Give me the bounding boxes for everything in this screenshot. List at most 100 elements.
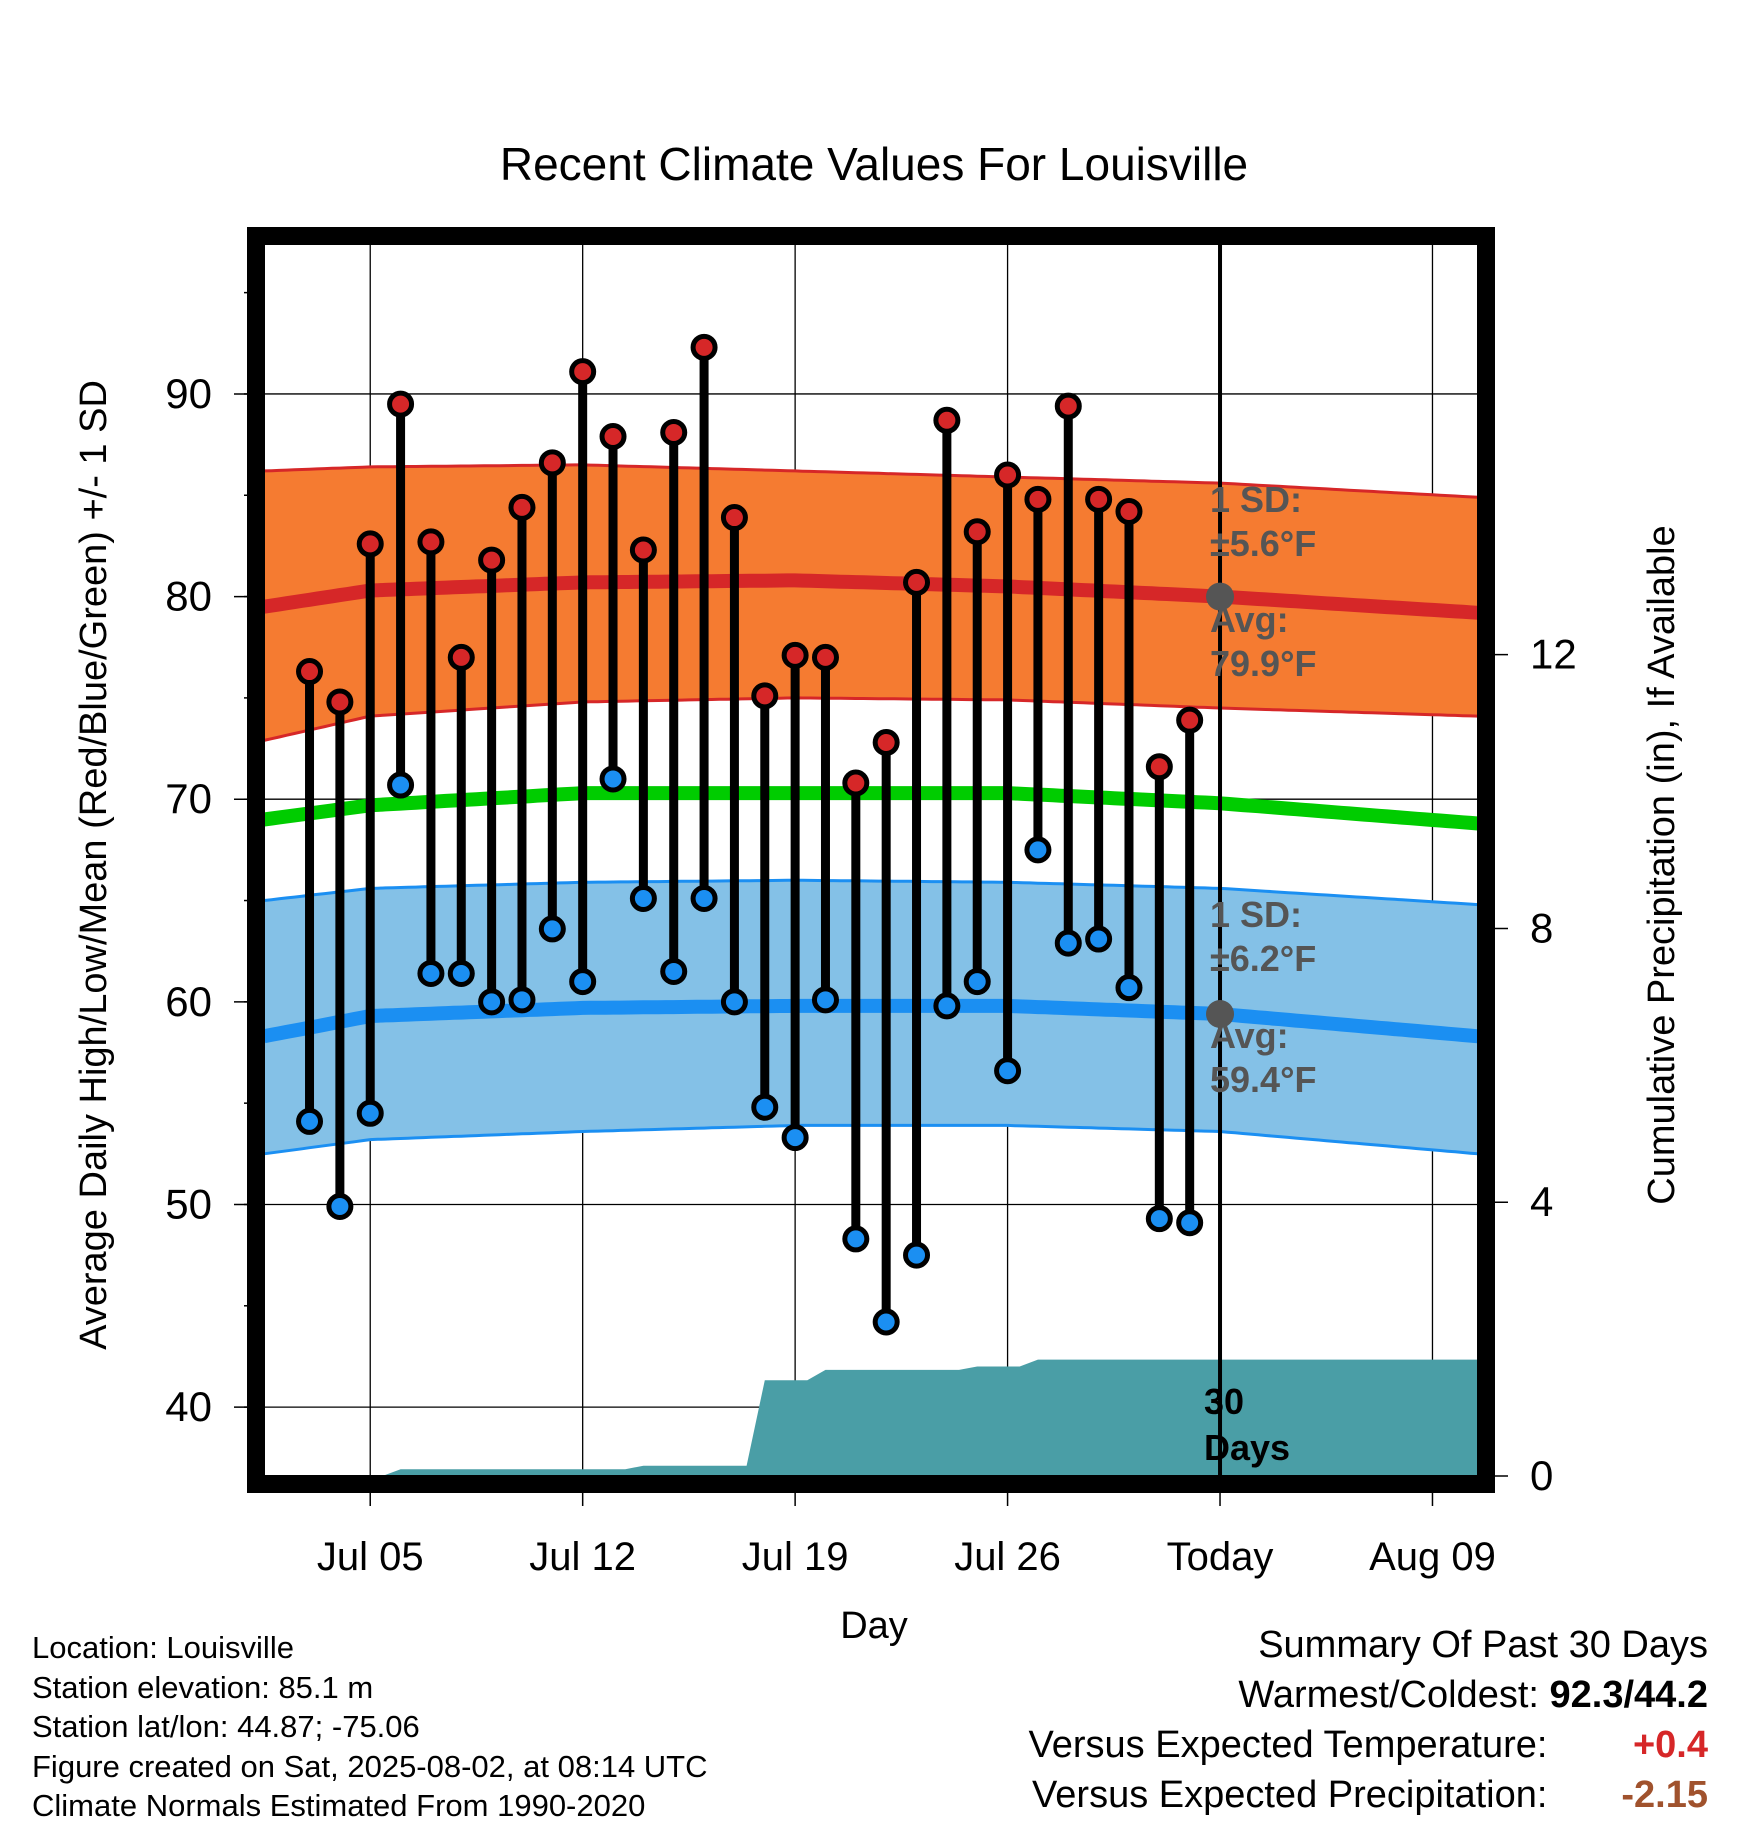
- low-point: [447, 959, 475, 987]
- x-tick-label: Today: [1167, 1535, 1274, 1579]
- low-point: [629, 885, 657, 912]
- low-point: [842, 1225, 870, 1253]
- plot-area: [262, 244, 1479, 1476]
- low-point: [1024, 836, 1052, 864]
- high-point: [963, 518, 991, 546]
- summary-title: Summary Of Past 30 Days: [1258, 1624, 1708, 1666]
- warm-cold-value: 92.3/44.2: [1549, 1674, 1708, 1716]
- high-point: [751, 682, 779, 710]
- high-sd-label: 1 SD:: [1210, 479, 1302, 520]
- low-point: [1054, 929, 1082, 957]
- high-point: [1176, 706, 1204, 734]
- created-text: Figure created on Sat, 2025-08-02, at 08…: [32, 1748, 708, 1784]
- low-point: [599, 765, 627, 793]
- high-point: [933, 406, 961, 434]
- low-lower-line: [263, 1123, 1479, 1156]
- high-point: [538, 449, 566, 477]
- low-point: [690, 885, 718, 912]
- low-point: [781, 1124, 809, 1152]
- y-left-tick-label: 90: [165, 370, 212, 417]
- low-point: [356, 1099, 384, 1127]
- high-lower-line: [263, 696, 1479, 742]
- low-point: [538, 915, 566, 943]
- high-point: [447, 643, 475, 671]
- temp-label: Versus Expected Temperature:: [1028, 1724, 1548, 1766]
- chart-title: Recent Climate Values For Louisville: [500, 138, 1248, 190]
- high-sd-band: [264, 464, 1478, 741]
- mean-line: [263, 786, 1479, 831]
- plot-frame: [247, 227, 1495, 1493]
- precip-label: Versus Expected Precipitation:: [1032, 1774, 1548, 1816]
- y-left-tick-label: 40: [165, 1383, 212, 1430]
- low-point: [751, 1093, 779, 1121]
- high-point: [629, 536, 657, 564]
- high-point: [994, 461, 1022, 489]
- high-point: [508, 493, 536, 521]
- period-number: 30: [1204, 1381, 1244, 1422]
- x-tick-label: Aug 09: [1369, 1535, 1496, 1579]
- high-point: [296, 658, 324, 686]
- x-tick-label: Jul 05: [317, 1535, 424, 1579]
- low-sd-band: [264, 880, 1478, 1154]
- y-right-tick-label: 12: [1530, 631, 1577, 678]
- high-point: [417, 528, 445, 556]
- low-point: [903, 1241, 931, 1269]
- precip-row: Versus Expected Precipitation: -2.15: [1029, 1770, 1708, 1820]
- low-point: [417, 959, 445, 987]
- high-point: [811, 643, 839, 671]
- location-text: Location: Louisville: [32, 1630, 294, 1665]
- y-left-tick-label: 50: [165, 1180, 212, 1227]
- low-avg-value: 59.4°F: [1210, 1059, 1316, 1100]
- low-point: [508, 986, 536, 1014]
- station-info: Location: Louisville Station elevation: …: [32, 1628, 708, 1826]
- low-point: [1176, 1209, 1204, 1237]
- elevation-text: Station elevation: 85.1 m: [32, 1669, 374, 1705]
- high-point: [842, 769, 870, 797]
- low-point: [1085, 925, 1113, 953]
- summary-panel: Summary Of Past 30 Days Warmest/Coldest:…: [1029, 1620, 1708, 1820]
- high-point: [1024, 485, 1052, 513]
- today-low-avg-marker: [1206, 1000, 1235, 1028]
- low-point: [1145, 1205, 1173, 1233]
- x-tick-label: Jul 19: [742, 1535, 849, 1579]
- high-point: [903, 568, 931, 596]
- x-axis-label: Day: [840, 1605, 908, 1647]
- low-point: [660, 957, 688, 985]
- low-point: [296, 1107, 324, 1135]
- high-point: [781, 641, 809, 669]
- low-point: [1115, 974, 1143, 1002]
- x-tick-label: Jul 26: [954, 1535, 1061, 1579]
- warm-cold-row: Warmest/Coldest: 92.3/44.2: [1029, 1670, 1708, 1720]
- normals-text: Climate Normals Estimated From 1990-2020: [32, 1788, 646, 1823]
- temp-value: +0.4: [1632, 1724, 1708, 1766]
- low-point: [569, 968, 597, 996]
- high-point: [356, 530, 384, 558]
- high-point: [387, 390, 415, 418]
- high-point: [1054, 392, 1082, 420]
- high-avg-value: 79.9°F: [1210, 643, 1316, 684]
- precip-value: -2.15: [1621, 1774, 1708, 1816]
- high-avg-line: [262, 573, 1479, 620]
- y-left-tick-label: 80: [165, 573, 212, 620]
- low-avg-label: Avg:: [1210, 1015, 1289, 1056]
- y-axis-right-label: Cumulative Precipitation (in), If Availa…: [1641, 525, 1683, 1204]
- low-point: [326, 1193, 354, 1220]
- axes: 40 50 60 70 80 90 0 4 8 12 Jul 05 Jul 12 Jul 19 Jul 2…: [165, 227, 1577, 1579]
- high-point: [326, 688, 354, 716]
- y-axis-left-label: Average Daily High/Low/Mean (Red/Blue/Gr…: [73, 380, 115, 1350]
- y-right-tick-label: 8: [1530, 904, 1553, 951]
- y-right-tick-label: 4: [1530, 1178, 1553, 1225]
- today-high-avg-marker: [1206, 582, 1235, 611]
- low-point: [963, 968, 991, 996]
- low-point: [720, 988, 748, 1016]
- x-tick-label: Jul 12: [529, 1535, 636, 1579]
- high-point: [1115, 497, 1143, 525]
- high-point: [872, 728, 900, 756]
- high-point: [478, 546, 506, 574]
- low-point: [933, 992, 961, 1020]
- low-avg-line: [262, 998, 1479, 1044]
- high-sd-value: ±5.6°F: [1210, 523, 1316, 564]
- low-point: [387, 771, 415, 799]
- warm-cold-label: Warmest/Coldest:: [1238, 1674, 1539, 1716]
- low-sd-value: ±6.2°F: [1210, 938, 1316, 979]
